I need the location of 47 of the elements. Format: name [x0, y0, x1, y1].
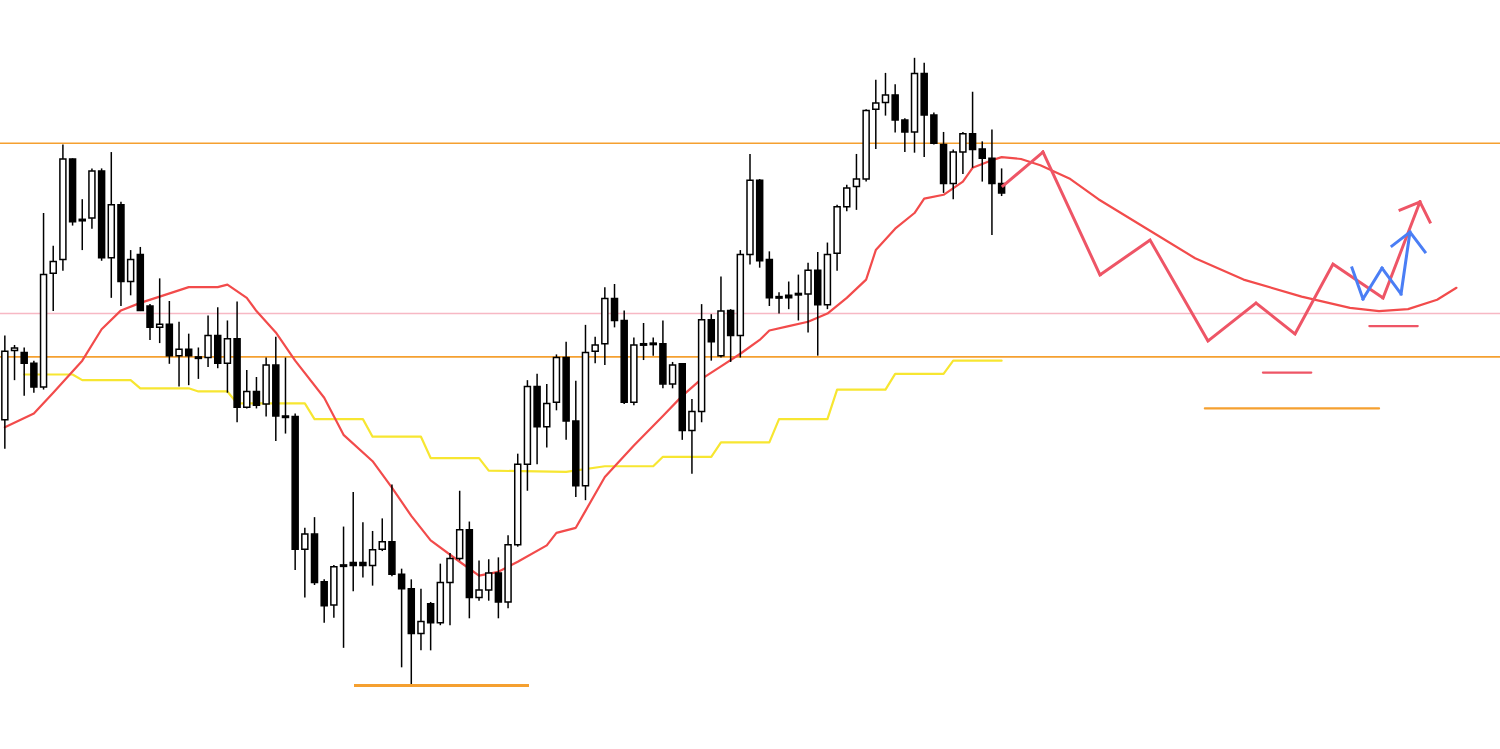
candlestick — [243, 369, 251, 410]
candlestick — [668, 361, 677, 390]
candlestick — [426, 601, 435, 652]
candlestick — [146, 303, 154, 341]
candlestick — [417, 588, 425, 652]
candlestick — [320, 578, 328, 624]
candlestick — [30, 359, 38, 394]
candlestick — [397, 567, 406, 669]
candlestick — [281, 356, 290, 435]
candlestick — [10, 344, 19, 381]
candlestick — [359, 521, 367, 579]
candlestick — [252, 376, 261, 410]
candlestick — [688, 398, 696, 475]
candlestick — [775, 291, 783, 315]
candlestick — [20, 346, 28, 397]
candlestick — [126, 249, 135, 297]
candlestick — [155, 277, 164, 344]
candlestick — [204, 314, 212, 368]
candlestick — [610, 283, 619, 329]
candlestick — [852, 153, 861, 211]
candlestick — [901, 117, 909, 153]
candlestick — [175, 320, 183, 388]
candlestick — [78, 198, 87, 251]
candlestick — [591, 336, 599, 364]
candlestick — [543, 383, 551, 449]
candlestick — [978, 140, 987, 183]
candlestick — [649, 336, 657, 357]
candlestick — [339, 525, 348, 649]
candlestick — [804, 261, 812, 334]
candlestick — [968, 90, 977, 169]
candlestick — [49, 244, 57, 312]
candlestick — [446, 552, 454, 626]
candlestick — [872, 79, 880, 150]
candlestick — [784, 280, 793, 310]
candlestick — [349, 491, 357, 593]
candlestick — [959, 131, 967, 175]
candlestick — [301, 527, 309, 599]
candlestick — [194, 346, 203, 380]
candlestick — [707, 313, 716, 362]
candlestick — [378, 517, 387, 552]
candlestick — [794, 273, 803, 322]
candlestick — [368, 530, 377, 587]
candlestick — [484, 558, 493, 602]
candlestick — [475, 559, 483, 602]
candlestick — [843, 183, 851, 212]
candlestick — [639, 322, 648, 361]
candlestick — [881, 72, 890, 117]
